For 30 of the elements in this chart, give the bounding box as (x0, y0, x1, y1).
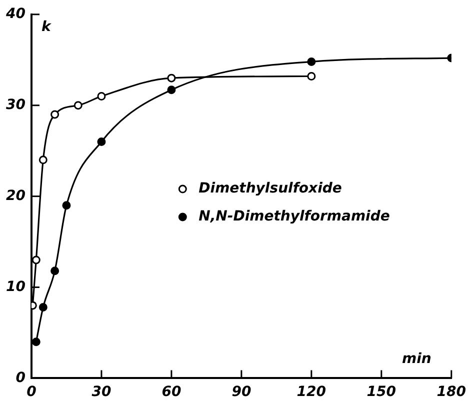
point (32, 338, 40, 346)
point (38, 156, 48, 164)
point (38, 303, 48, 312)
legend-label: Dimethylsulfoxide (198, 180, 342, 197)
point (307, 57, 316, 66)
point (32, 256, 40, 264)
point (62, 201, 71, 210)
point (74, 101, 82, 110)
y-tick-label: 20 (6, 188, 26, 204)
point (167, 86, 176, 94)
x-tick-label: 30 (92, 384, 112, 400)
point (307, 72, 316, 80)
x-tick-label: 150 (366, 384, 396, 400)
y-axis-title: k (41, 19, 52, 36)
point (50, 110, 60, 119)
point (97, 92, 106, 101)
point (167, 74, 176, 82)
point (97, 137, 106, 146)
x-tick-label: 90 (232, 384, 252, 400)
point (50, 266, 60, 276)
x-tick-label: 60 (162, 384, 182, 400)
y-tick-label: 10 (6, 278, 26, 295)
x-tick-label: 120 (296, 384, 326, 400)
y-tick-label: 0 (16, 370, 26, 386)
x-tick-label: 180 (436, 384, 466, 400)
x-tick-label: 0 (26, 384, 37, 400)
y-tick-label: 40 (5, 6, 26, 22)
y-tick-label: 30 (6, 96, 26, 113)
legend-label: N,N-Dimethylformamide (198, 208, 390, 225)
x-axis-title: min (402, 350, 432, 367)
